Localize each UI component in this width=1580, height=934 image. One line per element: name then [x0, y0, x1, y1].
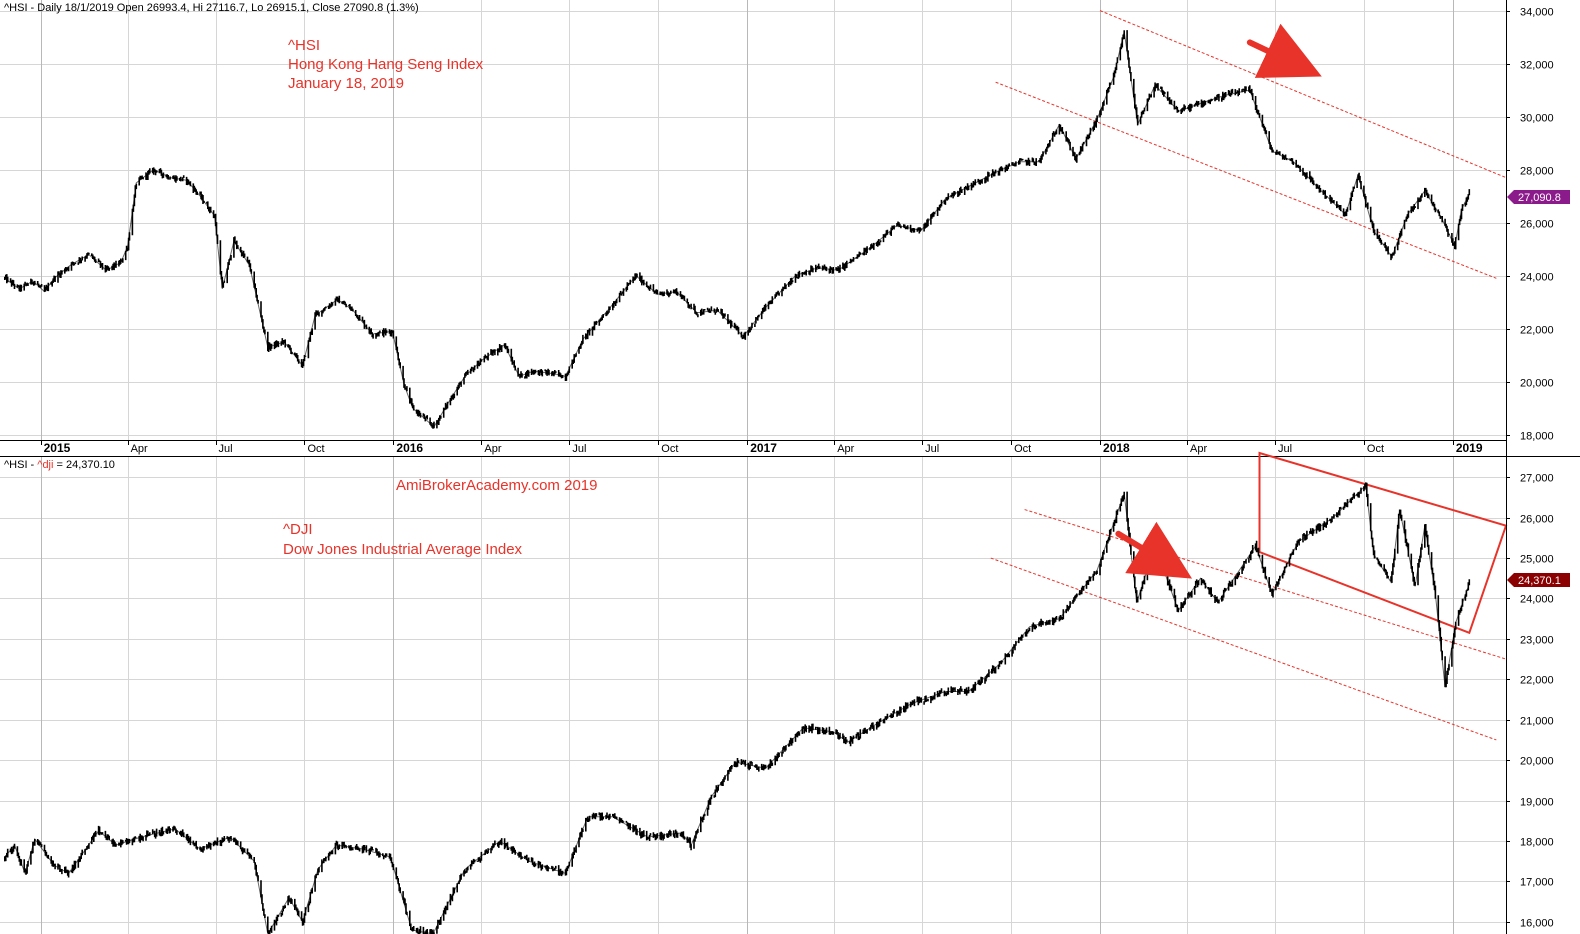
date-axis-labels: 2015 Apr Jul Oct 2016 Apr Jul Oct 2017 Apr Jul Oct 2…: [41, 441, 1483, 455]
hsi-arrow-line: [1246, 23, 1322, 78]
hsi-y-tick-label: 28,000: [1520, 166, 1554, 178]
dji-ohlc-bars: [4, 482, 1471, 934]
dji-y-tick-label: 17,000: [1520, 877, 1554, 889]
hsi-panel: 18,000 20,000 22,000 24,000 26,000 28,000 30,0…: [0, 0, 1570, 443]
dji-y-tick-label: 22,000: [1520, 675, 1554, 687]
date-axis-label: Jul: [572, 443, 586, 455]
dji-y-tick-label: 24,000: [1520, 594, 1554, 606]
dji-y-axis: 16,000 17,000 18,000 19,000 20,000 21,000 22,0…: [1506, 473, 1554, 930]
date-axis-label: Apr: [837, 443, 854, 455]
dji-y-tick-label: 18,000: [1520, 837, 1554, 849]
dji-annotation-box: [1258, 451, 1508, 635]
hsi-grid: [0, 0, 1506, 440]
dji-trend-lines: [990, 509, 1507, 741]
dji-trend-line: [1024, 509, 1507, 660]
date-axis-label: Oct: [661, 443, 678, 455]
dji-info-suffix: = 24,370.10: [53, 459, 114, 471]
dji-highlight-box: [1258, 451, 1508, 635]
dji-y-tick-label: 27,000: [1520, 473, 1554, 485]
dji-annotation-name: Dow Jones Industrial Average Index: [283, 541, 523, 558]
hsi-annotation-symbol: ^HSI: [288, 37, 320, 54]
date-axis-label: Apr: [484, 443, 501, 455]
hsi-y-tick-label: 18,000: [1520, 431, 1554, 443]
date-axis-label: 2016: [396, 441, 423, 455]
watermark-text: AmiBrokerAcademy.com 2019: [396, 477, 597, 494]
hsi-info-line: ^HSI - Daily 18/1/2019 Open 26993.4, Hi …: [4, 2, 419, 14]
dji-y-tick-label: 20,000: [1520, 756, 1554, 768]
dji-info-line: ^HSI - ^dji = 24,370.10: [4, 459, 115, 471]
hsi-trend-line: [1099, 10, 1507, 179]
hsi-red-arrow: [1246, 23, 1322, 78]
hsi-y-tick-label: 20,000: [1520, 378, 1554, 390]
date-axis-label: Oct: [1367, 443, 1384, 455]
dji-last-value-badge: 24,370.1: [1507, 573, 1570, 587]
dji-y-tick-label: 21,000: [1520, 716, 1554, 728]
hsi-close-path: [4, 31, 1470, 428]
hsi-y-tick-label: 34,000: [1520, 7, 1554, 19]
dji-red-arrow: [1115, 521, 1193, 579]
dji-y-tick-label: 19,000: [1520, 797, 1554, 809]
date-axis-label: Jul: [925, 443, 939, 455]
date-axis-label: Jul: [219, 443, 233, 455]
dji-panel: 16,000 17,000 18,000 19,000 20,000 21,000 22,0…: [0, 451, 1570, 934]
date-axis-label: 2015: [44, 441, 71, 455]
dji-y-tick-label: 26,000: [1520, 514, 1554, 526]
hsi-annotation-name: Hong Kong Hang Seng Index: [288, 56, 484, 73]
date-axis-label: 2017: [750, 441, 777, 455]
dji-y-tick-label: 16,000: [1520, 918, 1554, 930]
hsi-plot-area: [0, 0, 1506, 440]
hsi-last-value-badge: 27,090.8: [1507, 190, 1570, 204]
dji-close-path: [4, 484, 1470, 934]
dji-last-value: 24,370.1: [1518, 575, 1561, 587]
date-axis: 2015 Apr Jul Oct 2016 Apr Jul Oct 2017 Apr Jul Oct 2…: [0, 440, 1580, 457]
hsi-trend-lines: [995, 10, 1507, 279]
date-axis-label: Apr: [1190, 443, 1207, 455]
hsi-price-series: [4, 30, 1471, 429]
hsi-y-tick-label: 26,000: [1520, 219, 1554, 231]
dji-grid: [0, 457, 1506, 934]
dji-info-symbol: ^dji: [37, 459, 53, 471]
hsi-y-tick-label: 22,000: [1520, 325, 1554, 337]
date-axis-label: 2019: [1456, 441, 1483, 455]
dji-info-prefix: ^HSI -: [4, 459, 37, 471]
date-axis-label: Oct: [1014, 443, 1031, 455]
hsi-y-tick-label: 30,000: [1520, 113, 1554, 125]
date-axis-label: Apr: [131, 443, 148, 455]
hsi-y-axis: 18,000 20,000 22,000 24,000 26,000 28,000 30,0…: [1506, 7, 1554, 443]
hsi-y-tick-label: 32,000: [1520, 60, 1554, 72]
hsi-y-tick-label: 24,000: [1520, 272, 1554, 284]
hsi-last-value: 27,090.8: [1518, 192, 1561, 204]
date-axis-label: 2018: [1103, 441, 1130, 455]
dji-price-series: [4, 482, 1471, 934]
dji-arrow-line: [1115, 521, 1193, 579]
dji-y-tick-label: 23,000: [1520, 635, 1554, 647]
dji-annotation-symbol: ^DJI: [283, 521, 313, 538]
date-axis-label: Jul: [1278, 443, 1292, 455]
dji-y-tick-label: 25,000: [1520, 554, 1554, 566]
hsi-annotation-date: January 18, 2019: [288, 75, 404, 92]
date-axis-label: Oct: [307, 443, 324, 455]
dji-trend-line: [990, 557, 1497, 741]
